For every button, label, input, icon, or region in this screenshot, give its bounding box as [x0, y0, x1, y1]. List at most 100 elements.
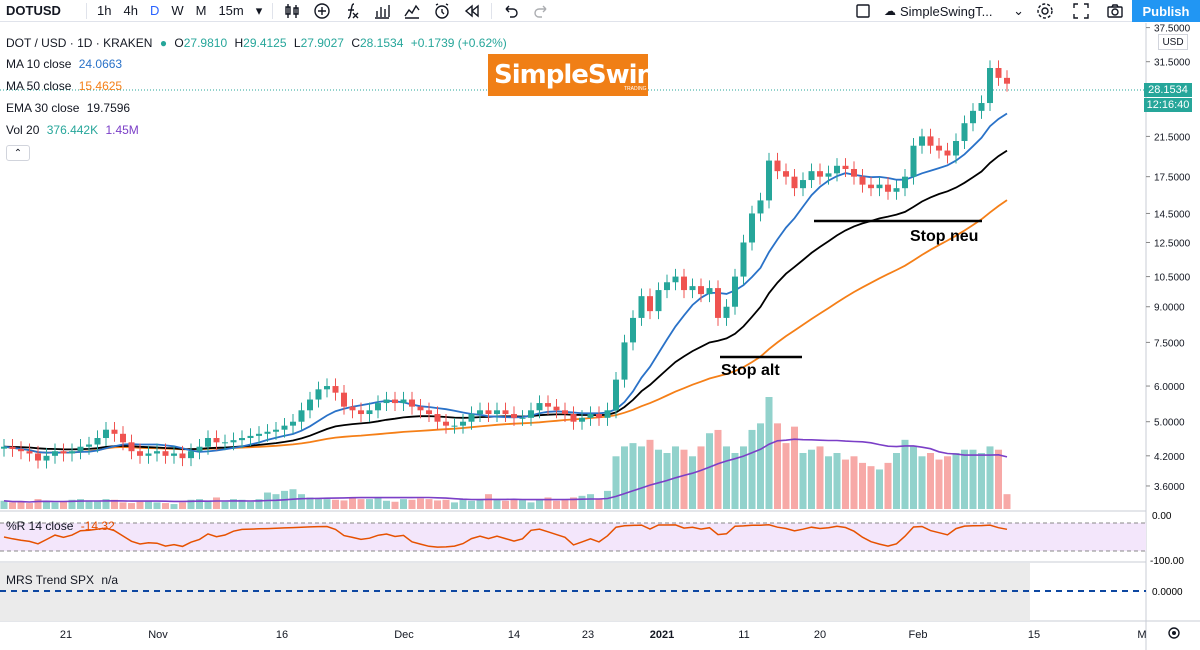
volume-bar	[476, 499, 484, 509]
candle-body	[936, 145, 942, 151]
wr-legend[interactable]: %R 14 close -14.32	[6, 519, 119, 533]
compare-add-icon[interactable]	[307, 0, 337, 22]
volume-bar	[680, 449, 688, 509]
volume-bar	[340, 500, 348, 509]
price-tick-label: 3.6000	[1154, 482, 1185, 493]
candle-body	[800, 180, 806, 189]
candle-body	[698, 286, 704, 295]
volume-bar	[298, 494, 305, 509]
volume-bar	[884, 462, 892, 509]
undo-icon[interactable]	[496, 0, 526, 22]
volume-bar	[255, 499, 263, 509]
candle-body	[817, 171, 823, 177]
time-axis-gear-icon[interactable]	[1168, 627, 1180, 639]
interval-15m[interactable]: 15m	[218, 3, 244, 18]
templates-chart-icon[interactable]	[397, 0, 427, 22]
volume-bar	[459, 499, 467, 509]
candle-body	[460, 421, 466, 426]
volume-bar	[221, 501, 229, 509]
symbol-search[interactable]: DOTUSD	[6, 3, 61, 18]
interval-dropdown-icon[interactable]: ▾	[255, 2, 263, 18]
volume-bar	[731, 453, 739, 509]
volume-bar	[706, 433, 713, 509]
volume-bar	[655, 449, 662, 509]
collapse-legend-button[interactable]: ⌃	[6, 145, 30, 161]
stop-old-label[interactable]: Stop alt	[721, 362, 780, 379]
candle-body	[664, 282, 670, 291]
time-tick-label: 14	[508, 629, 520, 641]
stop-new-label[interactable]: Stop neu	[910, 228, 979, 245]
currency-button[interactable]: USD	[1158, 34, 1188, 50]
interval-m[interactable]: M	[195, 3, 207, 18]
logo-subtext: TRADING	[624, 86, 647, 92]
gear-icon[interactable]	[1030, 0, 1060, 22]
fullscreen-expand-icon[interactable]	[1066, 0, 1096, 22]
volume-bar	[400, 499, 407, 509]
candle-body	[774, 160, 781, 172]
candle-body	[910, 145, 917, 177]
replay-rewind-icon[interactable]	[457, 0, 487, 22]
candle-body	[927, 136, 934, 146]
candle-body	[400, 399, 407, 404]
wr-tick-top: 0.00	[1152, 511, 1172, 522]
layout-selector[interactable]: ☁ SimpleSwingT... ⌄	[884, 0, 1024, 22]
vol-legend[interactable]: Vol 20 376.442K 1.45M	[6, 123, 143, 137]
ema30-label: EMA 30 close	[6, 101, 80, 115]
c-label: C	[351, 36, 360, 50]
ema30-legend[interactable]: EMA 30 close 19.7596	[6, 101, 134, 115]
interval-1h[interactable]: 1h	[97, 3, 112, 18]
chart-canvas[interactable]: 37.5000 31.5000 21.5000 17.5000 14.5000 12.50…	[0, 23, 1200, 650]
volume-bar	[867, 466, 875, 509]
volume-bar	[51, 502, 59, 509]
volume-bar	[136, 501, 144, 509]
mrs-legend[interactable]: MRS Trend SPX n/a	[6, 573, 122, 587]
alert-clock-icon[interactable]	[427, 0, 457, 22]
candle-body	[443, 421, 449, 426]
volume-bar	[952, 453, 960, 509]
candle-style-icon[interactable]	[277, 0, 307, 22]
indicators-fx-icon[interactable]	[337, 0, 367, 22]
price-tick-label: 9.0000	[1154, 303, 1185, 314]
candle-body	[876, 184, 883, 189]
candle-body	[672, 276, 679, 283]
candle-body	[409, 399, 415, 407]
pair-label[interactable]: DOT / USD · 1D · KRAKEN	[6, 36, 153, 50]
interval-4h[interactable]: 4h	[123, 3, 138, 18]
volume-bar	[910, 446, 917, 509]
candle-body	[358, 410, 364, 415]
ma10-legend[interactable]: MA 10 close 24.0663	[6, 57, 126, 71]
candle-body	[26, 451, 33, 454]
publish-button[interactable]: Publish	[1132, 0, 1200, 22]
ma50-legend[interactable]: MA 50 close 15.4625	[6, 79, 126, 93]
candle-body	[111, 429, 118, 434]
change-value: +0.1739 (+0.62%)	[410, 36, 507, 50]
volume-bar	[833, 453, 841, 509]
volume-bar	[842, 459, 849, 509]
volume-bar	[816, 446, 824, 509]
countdown-tag: 12:16:40	[1144, 98, 1192, 112]
redo-icon[interactable]	[526, 0, 556, 22]
price-tick-label: 14.5000	[1154, 209, 1191, 220]
price-tick-label: 4.2000	[1154, 452, 1185, 463]
volume-bar	[442, 499, 450, 509]
interval-d[interactable]: D	[149, 3, 160, 18]
wr-line	[3, 524, 1008, 548]
interval-w[interactable]: W	[171, 3, 184, 18]
volume-bar	[187, 499, 195, 509]
camera-icon[interactable]	[1100, 0, 1130, 22]
chevron-down-icon: ⌄	[1013, 3, 1024, 18]
candle-body	[757, 200, 764, 214]
volume-bar	[944, 456, 951, 509]
h-label: H	[234, 36, 244, 50]
financials-bar-icon[interactable]	[367, 0, 397, 22]
time-tick-label: 2021	[650, 629, 674, 641]
volume-bar	[68, 499, 76, 509]
volume-bar	[170, 504, 178, 509]
fullscreen-square-icon[interactable]	[848, 0, 878, 22]
time-tick-label: Dec	[394, 629, 414, 641]
candle-body	[791, 176, 798, 189]
candle-body	[893, 188, 900, 192]
price-tick-label: 5.0000	[1154, 418, 1185, 429]
candle-body	[239, 438, 245, 441]
volume-bar	[765, 397, 773, 509]
